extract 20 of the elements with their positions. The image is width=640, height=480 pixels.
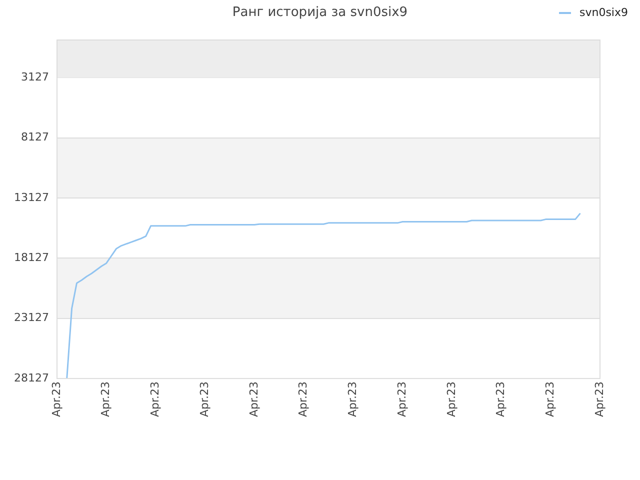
y-tick-label: 28127 <box>14 371 49 384</box>
x-tick-label: Apr.23 <box>148 381 162 417</box>
y-tick-label: 8127 <box>20 130 49 144</box>
x-tick-label: Apr.23 <box>198 381 211 417</box>
x-tick-label: Apr.23 <box>247 381 260 417</box>
legend-label: svn0six9 <box>579 6 628 19</box>
y-tick-label: 13127 <box>14 190 49 204</box>
x-tick-label: Apr.23 <box>346 381 360 417</box>
x-tick-label: Apr.23 <box>296 381 310 417</box>
x-tick-label: Apr.23 <box>494 381 508 417</box>
y-tick-label: 18127 <box>14 251 49 264</box>
x-tick-label: Apr.23 <box>395 381 408 417</box>
x-tick-label: Apr.23 <box>592 381 606 417</box>
x-tick-label: Apr.23 <box>444 381 458 417</box>
y-tick-label: 3127 <box>20 70 49 84</box>
y-tick-label: 23127 <box>14 311 49 324</box>
chart-title: Ранг историја за svn0six9 <box>232 5 408 20</box>
x-tick-label: Apr.23 <box>99 381 112 417</box>
x-tick-label: Apr.23 <box>543 381 556 417</box>
x-tick-label: Apr.23 <box>50 381 63 417</box>
